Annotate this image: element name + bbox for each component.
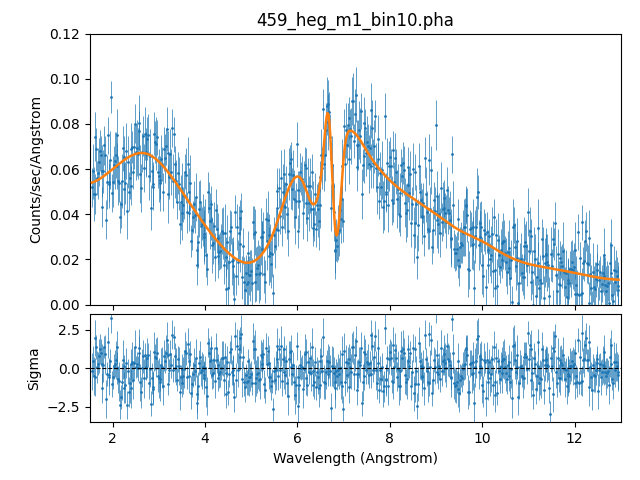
Y-axis label: Counts/sec/Angstrom: Counts/sec/Angstrom [29,95,44,243]
Title: 459_heg_m1_bin10.pha: 459_heg_m1_bin10.pha [256,11,454,30]
X-axis label: Wavelength (Angstrom): Wavelength (Angstrom) [273,452,438,466]
Y-axis label: Sigma: Sigma [27,347,41,390]
